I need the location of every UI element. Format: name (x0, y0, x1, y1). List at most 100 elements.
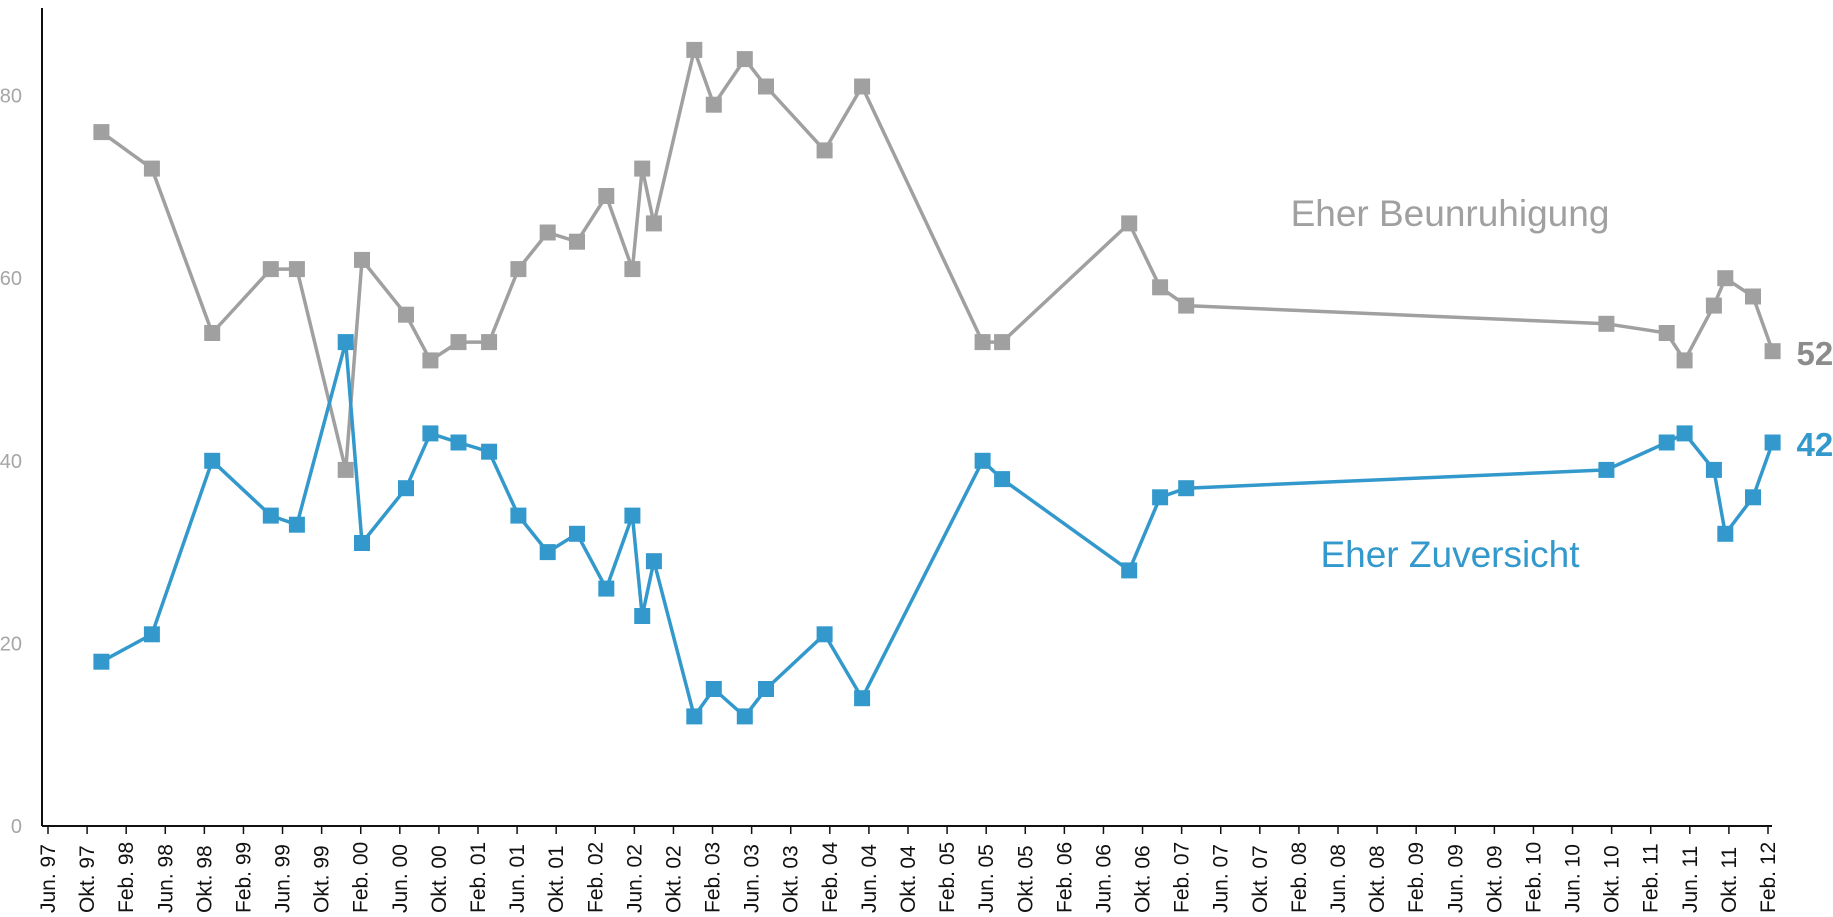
x-tick-label: Jun. 09 (1444, 844, 1467, 913)
data-point (1705, 461, 1722, 478)
x-tick-label: Jun. 00 (389, 844, 412, 913)
x-tick-label: Jun. 08 (1327, 844, 1350, 913)
data-point (143, 626, 160, 643)
data-point (1705, 297, 1722, 314)
data-point (1178, 480, 1195, 497)
y-tick-label: 60 (0, 268, 22, 290)
data-point (994, 471, 1011, 488)
data-point (1598, 315, 1615, 332)
x-tick-label: Okt. 08 (1366, 845, 1389, 913)
x-tick-label: Jun. 06 (1092, 844, 1115, 913)
x-tick-label: Jun. 04 (858, 844, 881, 913)
y-tick-label: 80 (0, 86, 22, 108)
series-layer (93, 41, 1781, 725)
data-point (1658, 434, 1675, 451)
series-beunruhigung (93, 41, 1781, 478)
series-name-label: Eher Beunruhigung (1291, 193, 1610, 234)
x-tick-label: Jun. 02 (623, 844, 646, 913)
x-tick-label: Okt. 00 (428, 845, 451, 913)
x-tick-label: Okt. 05 (1014, 845, 1037, 913)
x-tick-label: Feb. 09 (1405, 842, 1428, 913)
data-point (736, 51, 753, 68)
data-point (204, 325, 221, 341)
data-point (1764, 343, 1781, 360)
data-point (1121, 562, 1138, 579)
x-tick-label: Okt. 06 (1132, 845, 1155, 913)
data-point (1178, 297, 1195, 314)
x-tick-label: Jun. 05 (975, 844, 998, 913)
data-point (262, 507, 279, 524)
y-axis: 0 20 40 60 80 (0, 8, 43, 838)
x-tick-label: Okt. 10 (1601, 845, 1624, 913)
x-tick-label: Feb. 08 (1288, 842, 1311, 913)
x-tick-label: Feb. 01 (467, 842, 490, 913)
data-point (1676, 352, 1693, 369)
data-point (569, 525, 585, 542)
x-tick-label: Feb. 02 (584, 842, 607, 913)
data-point (398, 306, 414, 323)
data-point (262, 261, 279, 278)
data-point (1658, 325, 1675, 341)
data-point (288, 516, 305, 533)
data-point (1152, 279, 1169, 296)
x-tick-label: Feb. 99 (232, 842, 255, 913)
data-point (816, 626, 833, 643)
data-point (93, 124, 110, 141)
data-point (598, 580, 615, 597)
x-tick-label: Jun. 10 (1562, 844, 1585, 913)
data-point (481, 443, 498, 460)
series-name-label: Eher Zuversicht (1320, 534, 1580, 575)
x-tick-label: Jun. 01 (506, 844, 529, 913)
data-point (686, 708, 703, 725)
data-point (450, 434, 467, 451)
x-tick-label: Feb. 11 (1640, 843, 1663, 913)
series-zuversicht (93, 334, 1781, 725)
data-point (974, 334, 991, 351)
x-tick-label: Feb. 98 (115, 842, 138, 913)
data-point (288, 261, 305, 278)
x-tick-label: Feb. 12 (1757, 842, 1780, 913)
data-point (510, 507, 527, 524)
x-tick-label: Jun. 11 (1679, 846, 1702, 913)
data-point (93, 653, 110, 670)
x-tick-label: Feb. 07 (1171, 842, 1194, 913)
data-point (598, 188, 615, 204)
data-point (1745, 489, 1761, 506)
x-axis: Jun. 97 Okt. 97 Feb. 98 Jun. 98 Okt. 98 Feb. … (37, 825, 1780, 913)
data-point (337, 334, 354, 351)
y-tick-label: 0 (11, 816, 22, 838)
data-point (1717, 525, 1734, 542)
data-point (1745, 288, 1761, 305)
data-point (854, 78, 871, 95)
data-point (645, 215, 662, 232)
data-point (354, 535, 370, 551)
data-point (1717, 270, 1734, 287)
x-tick-label: Okt. 07 (1249, 845, 1272, 913)
x-tick-label: Okt. 98 (193, 845, 216, 913)
data-point (569, 233, 585, 250)
x-tick-label: Feb. 03 (702, 842, 725, 913)
data-point (337, 461, 354, 478)
x-tick-label: Okt. 99 (311, 845, 334, 913)
x-tick-label: Jun. 99 (272, 844, 295, 913)
x-tick-label: Okt. 97 (76, 845, 99, 913)
end-value-label: 52 (1797, 335, 1833, 372)
data-point (705, 96, 722, 113)
data-point (645, 553, 662, 570)
data-point (705, 681, 722, 697)
data-point (510, 261, 527, 278)
data-point (422, 425, 439, 442)
x-tick-label: Okt. 02 (662, 845, 685, 913)
x-tick-label: Okt. 03 (780, 845, 803, 913)
data-point (422, 352, 439, 369)
data-point (634, 160, 651, 177)
x-tick-label: Feb. 06 (1053, 842, 1076, 913)
x-tick-label: Jun. 07 (1210, 844, 1233, 913)
data-point (1676, 425, 1693, 442)
y-tick-label: 40 (0, 451, 22, 473)
data-point (624, 261, 641, 278)
data-point (994, 334, 1011, 351)
data-point (143, 160, 160, 177)
x-tick-label: Feb. 05 (936, 842, 959, 913)
